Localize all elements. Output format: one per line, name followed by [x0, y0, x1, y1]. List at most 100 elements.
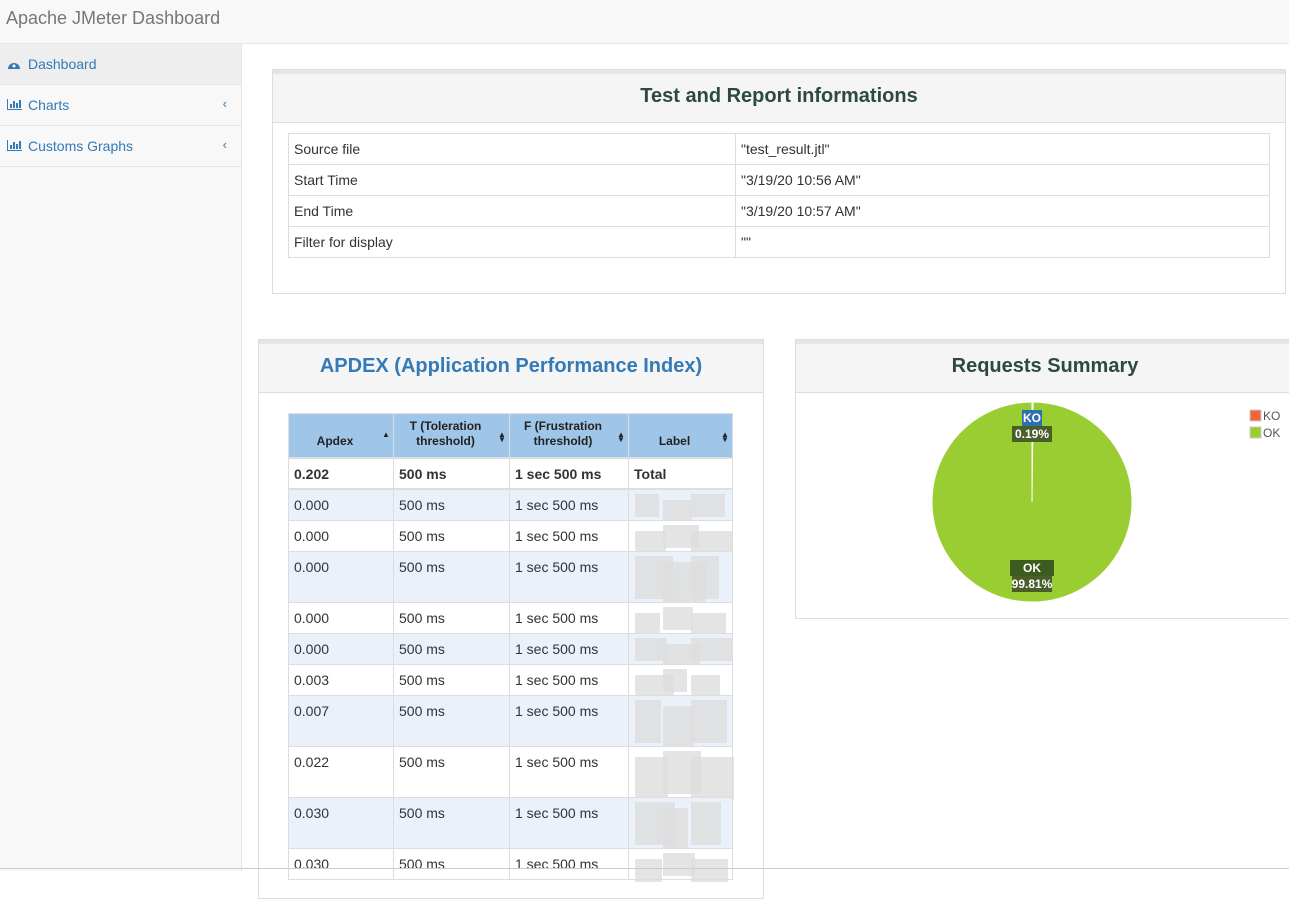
column-header[interactable]: F (Frustration threshold)	[509, 413, 629, 458]
slice-value: 99.81%	[1012, 577, 1053, 591]
table-cell: 0.000	[288, 602, 394, 634]
table-cell: 0.003	[288, 664, 394, 696]
table-cell: 1 sec 500 ms	[509, 520, 629, 552]
table-cell: 1 sec 500 ms	[509, 602, 629, 634]
table-cell: 0.000	[288, 489, 394, 521]
sidebar: Dashboard Charts ‹ Customs Graphs ‹	[0, 44, 242, 871]
redacted	[635, 613, 660, 636]
sidebar-item[interactable]: Charts ‹	[0, 85, 241, 126]
redacted	[663, 853, 695, 876]
redacted	[691, 802, 721, 845]
pie-slice	[931, 401, 1133, 603]
table-cell: 1 sec 500 ms	[509, 664, 629, 696]
table-cell: End Time	[288, 195, 736, 227]
table-cell: 1 sec 500 ms	[509, 695, 629, 747]
label-bg	[1012, 576, 1052, 592]
apdex-panel: APDEX (Application Performance Index) Ap…	[258, 339, 764, 899]
chevron: ‹	[222, 137, 227, 152]
redacted	[691, 556, 719, 599]
table-cell: "3/19/20 10:56 AM"	[735, 164, 1270, 196]
redacted	[691, 494, 725, 517]
requests-panel: Requests Summary KO 0.19% OK 99.81% KO OK	[795, 339, 1289, 619]
table-cell: "test_result.jtl"	[735, 133, 1270, 165]
brand[interactable]: Apache JMeter Dashboard	[6, 8, 221, 28]
table-cell: Total	[628, 458, 733, 490]
redacted	[691, 638, 733, 661]
sort-icon: ▲ ▼	[721, 430, 729, 444]
redacted	[691, 613, 726, 636]
redacted	[663, 500, 692, 523]
redacted	[663, 706, 694, 749]
redacted	[635, 700, 661, 743]
legend-swatch	[1249, 409, 1262, 422]
table-cell: 0.000	[288, 633, 394, 665]
column-header[interactable]: T (Toleration threshold)	[393, 413, 510, 458]
table-cell: 0.000	[288, 551, 394, 603]
table-cell: 0.030	[288, 797, 394, 849]
table-cell: 1 sec 500 ms	[509, 489, 629, 521]
table-cell: 500 ms	[393, 602, 510, 634]
column-header[interactable]: Apdex	[288, 413, 394, 458]
table-cell: 0.030	[288, 848, 394, 880]
table-cell: 500 ms	[393, 664, 510, 696]
table-cell: ""	[735, 226, 1270, 258]
table-cell: 500 ms	[393, 695, 510, 747]
table-cell: 1 sec 500 ms	[509, 633, 629, 665]
table-cell: 1 sec 500 ms	[509, 551, 629, 603]
table-cell: 1 sec 500 ms	[509, 746, 629, 798]
chevron: ‹	[222, 96, 227, 111]
table-cell: Start Time	[288, 164, 736, 196]
legend-swatch	[1249, 426, 1262, 439]
table-cell: 500 ms	[393, 551, 510, 603]
slice-label: OK	[1023, 561, 1041, 575]
redacted	[635, 757, 668, 800]
slice-label: KO	[1023, 411, 1041, 425]
panel-title: Test and Report informations	[273, 70, 1285, 123]
table-cell: 0.202	[288, 458, 394, 490]
label-bg	[1022, 410, 1042, 426]
slice-value: 0.19%	[1015, 427, 1049, 441]
redacted	[635, 531, 666, 554]
table-cell: 500 ms	[393, 489, 510, 521]
table-cell: 0.007	[288, 695, 394, 747]
column-header[interactable]: Label	[628, 413, 733, 458]
sort-icon: ▲ ▼	[498, 430, 506, 444]
table-cell: 1 sec 500 ms	[509, 848, 629, 880]
redacted	[691, 531, 732, 554]
legend-label: OK	[1263, 426, 1280, 440]
table-cell: Filter for display	[288, 226, 736, 258]
redacted	[663, 669, 687, 692]
pie-chart: KO 0.19% OK 99.81% KO OK	[931, 401, 1280, 603]
table-cell: 500 ms	[393, 797, 510, 849]
bottom-border	[0, 868, 1289, 869]
redacted	[691, 700, 727, 743]
legend-label: KO	[1263, 409, 1280, 423]
table-cell: 1 sec 500 ms	[509, 797, 629, 849]
table-cell: 500 ms	[393, 746, 510, 798]
table-cell: 500 ms	[393, 848, 510, 880]
table-cell: Source file	[288, 133, 736, 165]
redacted	[663, 808, 688, 851]
table-cell: 500 ms	[393, 633, 510, 665]
redacted	[663, 525, 699, 548]
redacted	[635, 494, 659, 517]
redacted	[663, 607, 693, 630]
redacted	[691, 675, 720, 698]
panel-title: APDEX (Application Performance Index)	[259, 340, 763, 393]
table-cell: 1 sec 500 ms	[509, 458, 629, 490]
sidebar-item[interactable]: Dashboard	[0, 44, 241, 85]
table-cell: "3/19/20 10:57 AM"	[735, 195, 1270, 227]
table-cell: 0.000	[288, 520, 394, 552]
label-bg	[1012, 426, 1052, 442]
table-cell: 500 ms	[393, 520, 510, 552]
table-cell: 0.022	[288, 746, 394, 798]
panel-title: Requests Summary	[796, 340, 1289, 393]
redacted	[691, 757, 734, 800]
redacted	[663, 644, 700, 667]
navbar: Apache JMeter Dashboard	[0, 0, 1289, 44]
info-panel: Test and Report informations Source file…	[272, 69, 1286, 294]
table-cell: 500 ms	[393, 458, 510, 490]
sidebar-item[interactable]: Customs Graphs ‹	[0, 126, 241, 167]
sort-icon: ▲ ▼	[617, 430, 625, 444]
